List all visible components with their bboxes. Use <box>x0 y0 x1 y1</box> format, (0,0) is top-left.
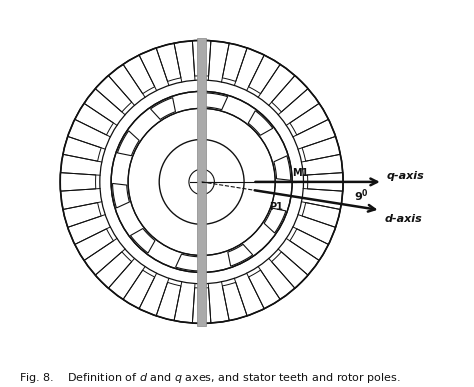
Polygon shape <box>248 111 273 135</box>
Text: P1: P1 <box>269 202 283 212</box>
Polygon shape <box>130 228 155 253</box>
Polygon shape <box>112 183 129 208</box>
Polygon shape <box>290 103 328 135</box>
Polygon shape <box>272 252 308 288</box>
Polygon shape <box>63 202 101 227</box>
Polygon shape <box>272 76 308 112</box>
Polygon shape <box>75 103 113 135</box>
Polygon shape <box>95 76 132 112</box>
Polygon shape <box>274 156 291 180</box>
Polygon shape <box>60 173 96 191</box>
Polygon shape <box>222 283 247 320</box>
Polygon shape <box>302 202 340 227</box>
Polygon shape <box>290 229 328 260</box>
Polygon shape <box>302 137 340 161</box>
Circle shape <box>159 139 244 224</box>
Polygon shape <box>248 270 280 308</box>
Circle shape <box>60 41 343 323</box>
Circle shape <box>128 108 275 255</box>
Polygon shape <box>248 55 280 94</box>
Polygon shape <box>123 270 155 308</box>
Text: M1: M1 <box>292 168 309 178</box>
Text: d-axis: d-axis <box>385 214 422 224</box>
Polygon shape <box>156 283 181 320</box>
Polygon shape <box>95 252 132 288</box>
Circle shape <box>189 169 214 195</box>
Polygon shape <box>264 208 286 233</box>
Bar <box>197 38 206 326</box>
Polygon shape <box>151 98 175 120</box>
Polygon shape <box>118 131 139 156</box>
Text: Fig. 8.    Definition of $d$ and $q$ axes, and stator teeth and rotor poles.: Fig. 8. Definition of $d$ and $q$ axes, … <box>19 371 401 385</box>
Polygon shape <box>228 244 253 266</box>
Polygon shape <box>308 173 343 191</box>
Polygon shape <box>222 43 247 81</box>
Polygon shape <box>192 41 211 76</box>
Polygon shape <box>156 43 181 81</box>
Text: q-axis: q-axis <box>387 171 425 181</box>
Text: 9$^{\mathbf{0}}$: 9$^{\mathbf{0}}$ <box>355 188 369 204</box>
Circle shape <box>111 91 292 272</box>
Polygon shape <box>192 288 211 323</box>
Polygon shape <box>175 254 200 271</box>
Polygon shape <box>75 229 113 260</box>
Polygon shape <box>203 93 228 110</box>
Polygon shape <box>63 137 101 161</box>
Polygon shape <box>123 55 155 94</box>
